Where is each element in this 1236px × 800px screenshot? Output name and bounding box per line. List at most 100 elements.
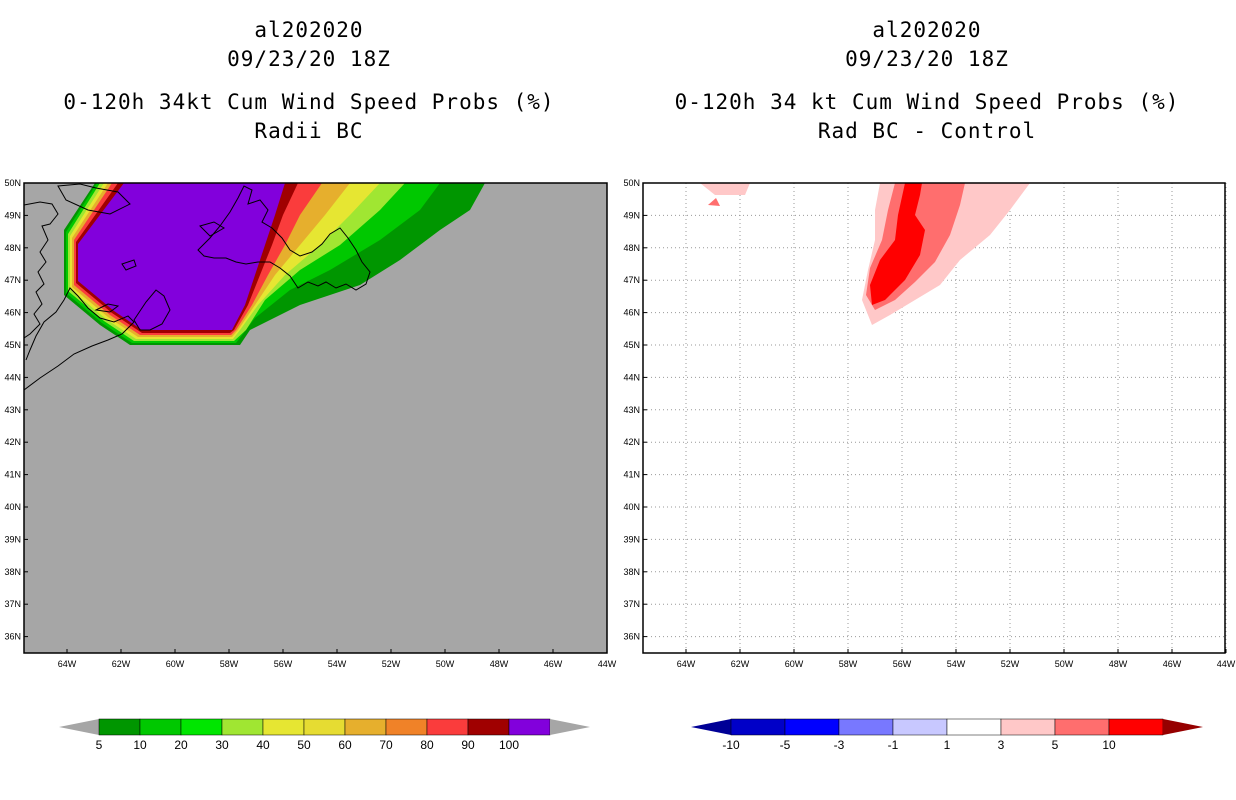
right-map-gridlines [643, 182, 1227, 653]
lon-label: 52W [382, 659, 401, 669]
colorbar-box [467, 718, 510, 736]
lat-label: 49N [4, 210, 21, 220]
lon-label: 48W [490, 659, 509, 669]
lat-label: 48N [4, 243, 21, 253]
lon-label: 62W [112, 659, 131, 669]
colorbar-label: 40 [256, 738, 270, 752]
left-colorbar: 5 10 20 30 40 50 60 70 80 90 100 [59, 718, 590, 752]
colorbar-box [221, 718, 264, 736]
colorbar-box [262, 718, 305, 736]
colorbar-over-triangle [1163, 719, 1203, 735]
colorbar-label: 3 [998, 738, 1005, 752]
lat-label: 50N [4, 178, 21, 188]
colorbar-box [344, 718, 387, 736]
lat-label: 39N [4, 534, 21, 544]
lon-label: 60W [166, 659, 185, 669]
lat-label: 47N [4, 275, 21, 285]
lat-label: 50N [623, 178, 640, 188]
right-colorbar: -10 -5 -3 -1 1 3 5 10 [691, 718, 1203, 752]
lat-label: 37N [623, 599, 640, 609]
right-lat-labels: 50N 49N 48N 47N 46N 45N 44N 43N 42N 41N 40N 39N 38N 3… [623, 178, 647, 642]
colorbar-label: 70 [379, 738, 393, 752]
lat-label: 41N [623, 470, 640, 480]
lon-label: 56W [893, 659, 912, 669]
lat-label: 40N [4, 502, 21, 512]
left-lat-labels: 50N 49N 48N 47N 46N 45N 44N 43N 42N 41N 40N 39N 38N 3… [4, 178, 28, 642]
left-title: 0-120h 34kt Cum Wind Speed Probs (%) [63, 90, 555, 114]
lon-label: 62W [731, 659, 750, 669]
lat-label: 39N [623, 534, 640, 544]
left-lon-labels: 64W 62W 60W 58W 56W 54W 52W 50W 48W 46W 44W [58, 649, 617, 669]
colorbar-label: 10 [1102, 738, 1116, 752]
lat-label: 38N [4, 567, 21, 577]
lat-label: 40N [623, 502, 640, 512]
lon-label: 58W [220, 659, 239, 669]
lat-label: 36N [4, 632, 21, 642]
colorbar-under-triangle [691, 719, 731, 735]
right-map: 50N 49N 48N 47N 46N 45N 44N 43N 42N 41N 40N 39N 38N 3… [623, 178, 1235, 669]
lon-label: 64W [58, 659, 77, 669]
lat-label: 44N [4, 372, 21, 382]
lat-label: 45N [623, 340, 640, 350]
right-title-block: al202020 09/23/20 18Z 0-120h 34 kt Cum W… [618, 16, 1236, 146]
colorbar-label: 5 [96, 738, 103, 752]
right-lon-labels: 64W 62W 60W 58W 56W 54W 52W 50W 48W 46W 44W [677, 649, 1236, 669]
colorbar-box [303, 718, 346, 736]
lon-label: 50W [436, 659, 455, 669]
colorbar-label: 60 [338, 738, 352, 752]
colorbar-over-triangle [550, 719, 590, 735]
left-map: 50N 49N 48N 47N 46N 45N 44N 43N 42N 41N 40N 39N 38N 3… [4, 178, 616, 669]
lon-label: 44W [598, 659, 617, 669]
colorbar-under-triangle [59, 719, 99, 735]
colorbar-label: 5 [1052, 738, 1059, 752]
lon-label: 44W [1217, 659, 1236, 669]
colorbar-box [98, 718, 141, 736]
colorbar-box [1054, 718, 1110, 736]
lon-label: 58W [839, 659, 858, 669]
colorbar-box [1108, 718, 1164, 736]
lat-label: 46N [4, 308, 21, 318]
lon-label: 60W [785, 659, 804, 669]
left-datetime: 09/23/20 18Z [227, 47, 391, 71]
lon-label: 46W [544, 659, 563, 669]
lon-label: 52W [1001, 659, 1020, 669]
lon-label: 46W [1163, 659, 1182, 669]
lat-label: 43N [623, 405, 640, 415]
left-map-frame [23, 182, 608, 654]
colorbar-label: 80 [420, 738, 434, 752]
colorbar-box [838, 718, 894, 736]
lat-label: 38N [623, 567, 640, 577]
colorbar-box [180, 718, 223, 736]
colorbar-box [892, 718, 948, 736]
colorbar-label: 10 [133, 738, 147, 752]
colorbar-label: -1 [888, 738, 899, 752]
lon-label: 54W [328, 659, 347, 669]
lat-label: 41N [4, 470, 21, 480]
right-datetime: 09/23/20 18Z [845, 47, 1009, 71]
colorbar-label: 20 [174, 738, 188, 752]
colorbar-label: -3 [834, 738, 845, 752]
lat-label: 46N [623, 308, 640, 318]
colorbar-box [1000, 718, 1056, 736]
right-title: 0-120h 34 kt Cum Wind Speed Probs (%) [674, 90, 1180, 114]
right-storm-id: al202020 [872, 18, 982, 42]
lon-label: 56W [274, 659, 293, 669]
left-subtitle: Radii BC [254, 119, 364, 143]
lat-label: 47N [623, 275, 640, 285]
lat-label: 44N [623, 372, 640, 382]
right-difference-contours [700, 183, 1030, 325]
lat-label: 45N [4, 340, 21, 350]
colorbar-label: 90 [461, 738, 475, 752]
lat-label: 49N [623, 210, 640, 220]
right-map-frame [642, 182, 1226, 654]
lon-label: 50W [1055, 659, 1074, 669]
colorbar-label: 30 [215, 738, 229, 752]
left-storm-id: al202020 [254, 18, 364, 42]
colorbar-label: -5 [780, 738, 791, 752]
lat-label: 42N [4, 437, 21, 447]
colorbar-box [784, 718, 840, 736]
lat-label: 43N [4, 405, 21, 415]
colorbar-label: -10 [722, 738, 740, 752]
colorbar-label: 50 [297, 738, 311, 752]
